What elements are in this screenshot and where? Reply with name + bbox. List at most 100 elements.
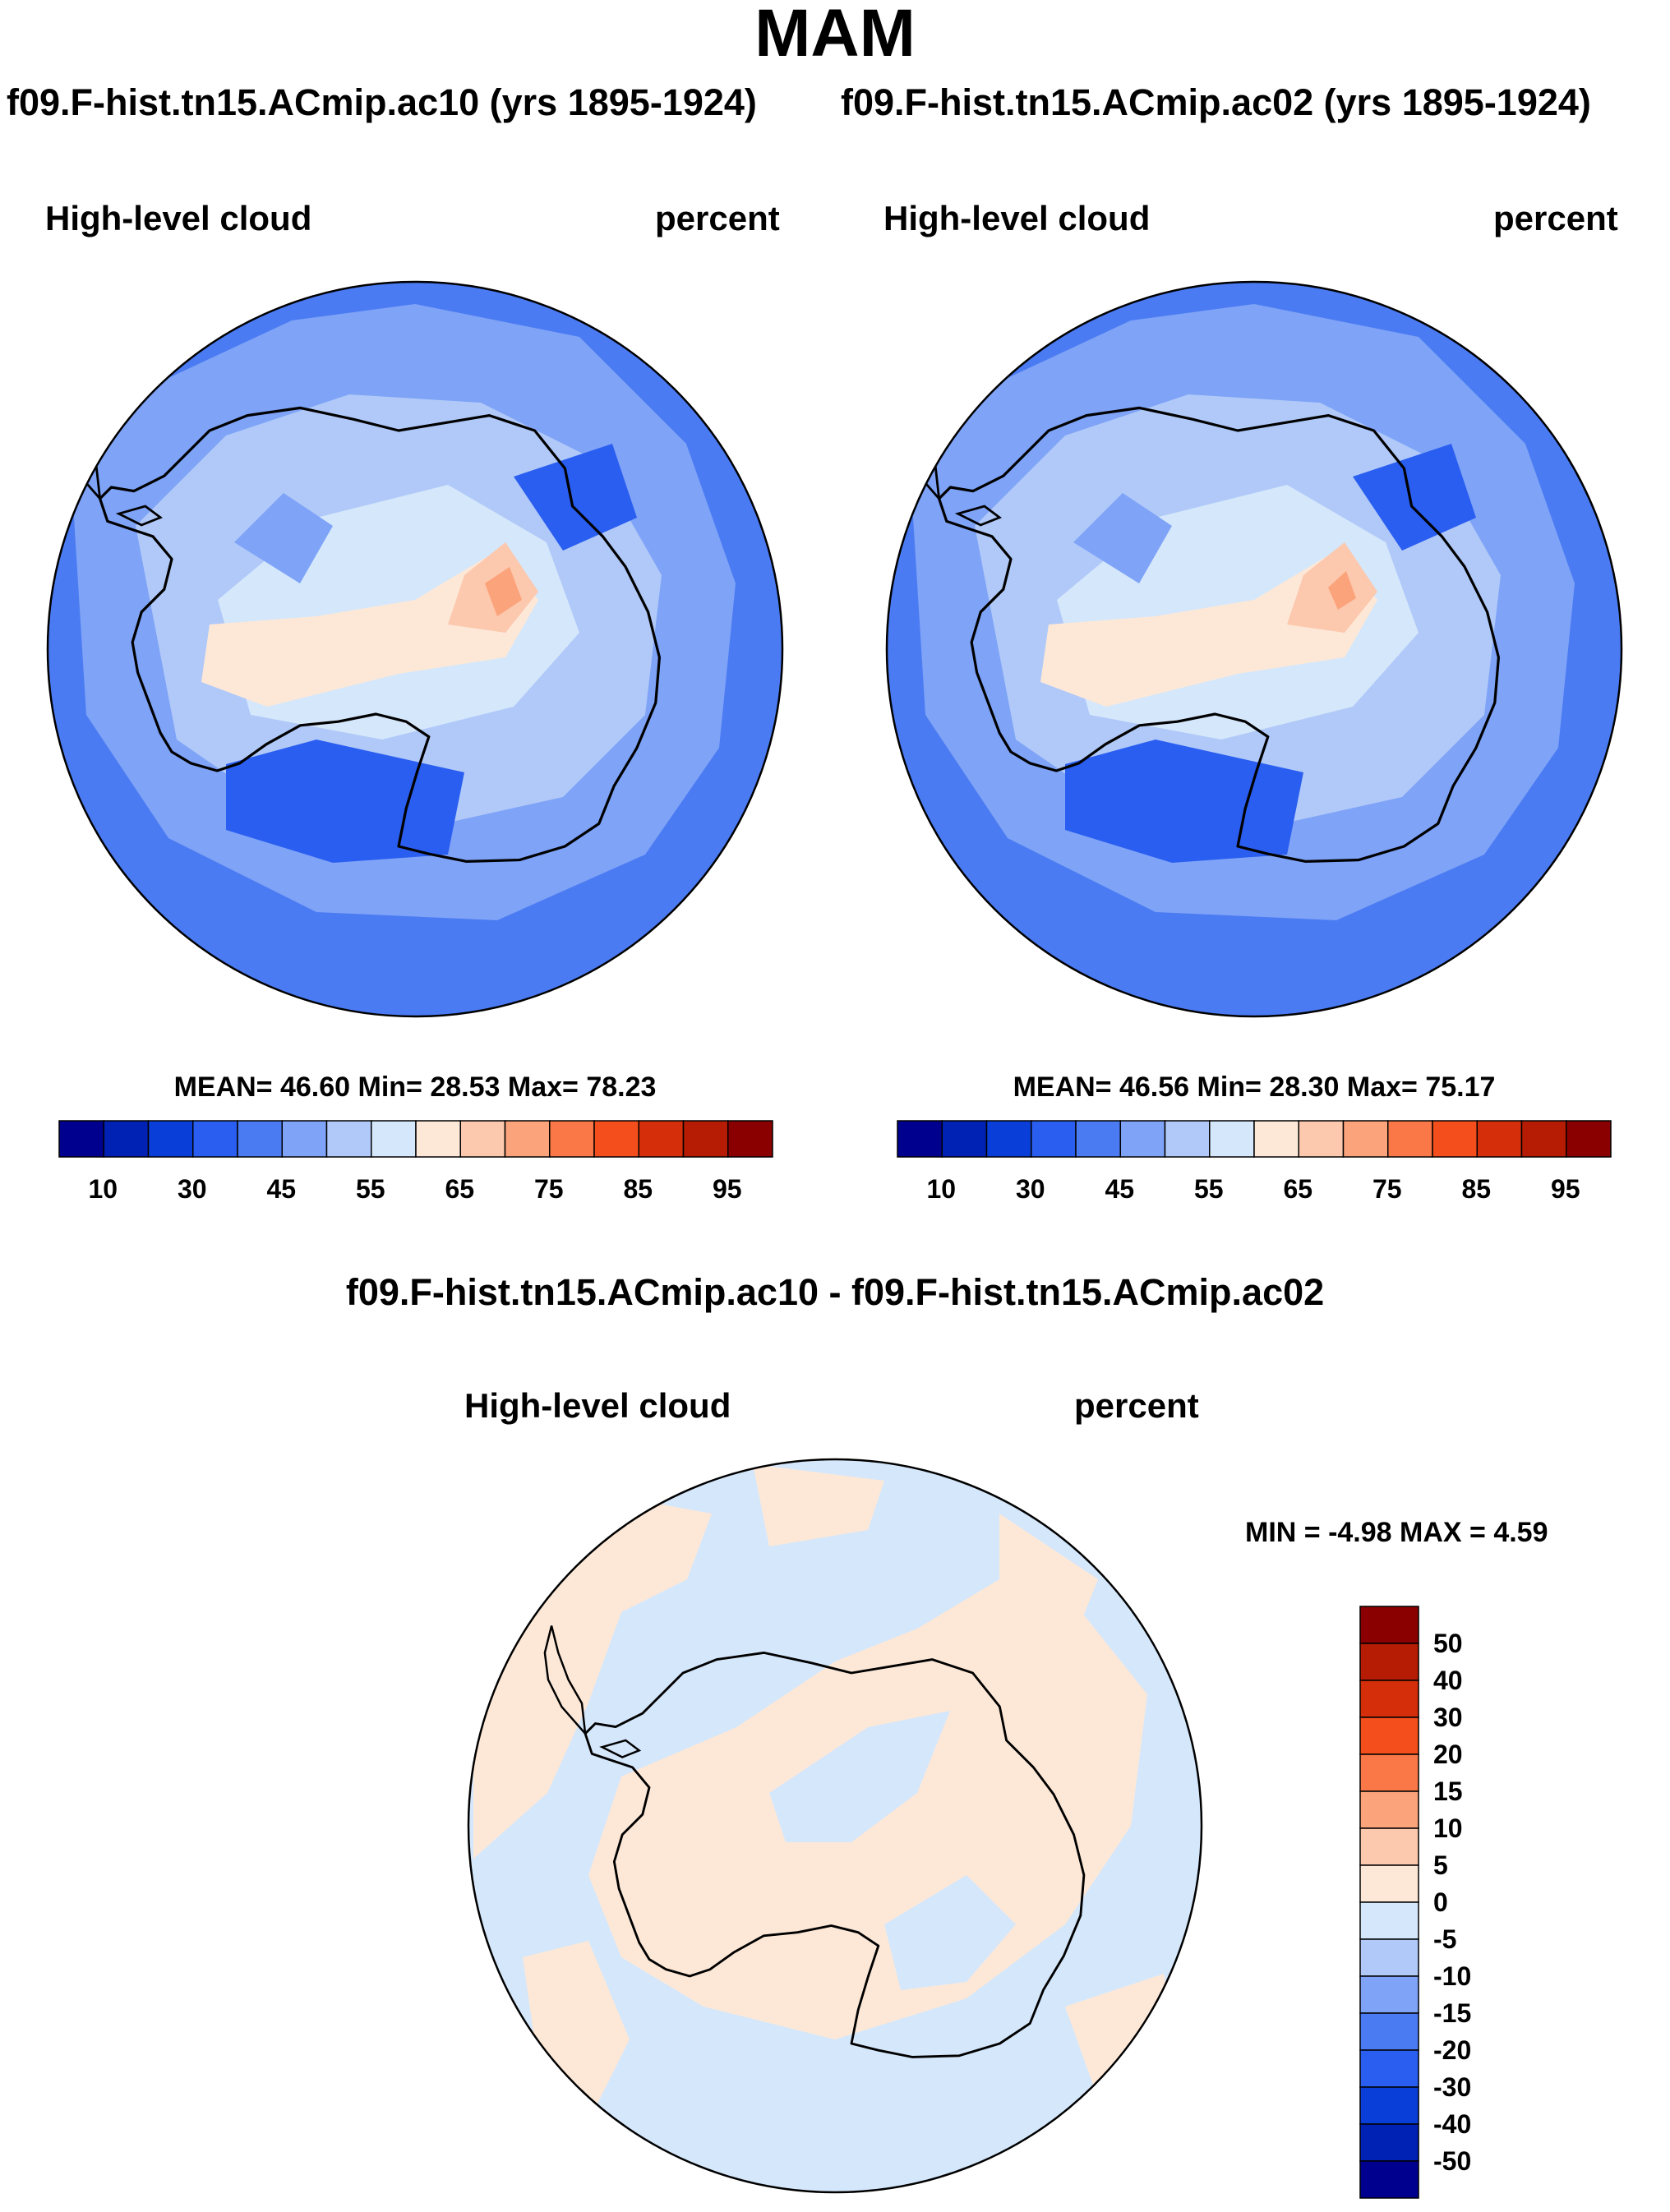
colorbar-diff-tick-label: 40: [1433, 1666, 1463, 1695]
colorbar-b-swatch: [1253, 1120, 1299, 1158]
colorbar-a-swatch: [281, 1120, 328, 1158]
panel-a-units: percent: [655, 199, 780, 237]
colorbar-b-tick-label: 75: [1372, 1174, 1402, 1204]
run-a-title: f09.F-hist.tn15.ACmip.ac10 (yrs 1895-192…: [7, 81, 757, 123]
colorbar-diff-tick-label: -30: [1433, 2072, 1471, 2102]
panel-a-map-border: [46, 280, 784, 1018]
colorbar-diff-swatch: [1359, 2086, 1419, 2125]
panel-a-field-75: [485, 567, 522, 616]
colorbar-b-swatch: [1298, 1120, 1345, 1158]
panel-b-low-left: [1073, 493, 1172, 583]
colorbar-b-tick-label: 65: [1283, 1174, 1312, 1204]
colorbar-a-tick-label: 30: [178, 1174, 207, 1204]
colorbar-a-swatch: [237, 1120, 283, 1158]
colorbar-diff-tick-label: -40: [1433, 2109, 1471, 2139]
colorbar-a-tick-label: 55: [356, 1174, 385, 1204]
colorbar-a-swatch: [459, 1120, 506, 1158]
colorbar-diff-tick-label: 50: [1433, 1629, 1463, 1658]
colorbar-diff-tick-label: -20: [1433, 2035, 1471, 2065]
colorbar-a-swatch: [192, 1120, 238, 1158]
panel-a-variable: High-level cloud: [45, 199, 312, 237]
colorbar-b-tick-label: 55: [1194, 1174, 1224, 1204]
colorbar-a-tick-label: 75: [534, 1174, 564, 1204]
colorbar-diff-swatch: [1359, 2012, 1419, 2051]
colorbar-b-swatch: [1566, 1120, 1612, 1158]
colorbar-b-tick-label: 10: [926, 1174, 956, 1204]
colorbar-diff-swatch: [1359, 2123, 1419, 2162]
colorbar-a-swatch: [593, 1120, 639, 1158]
panel-a-low-left: [234, 493, 333, 583]
run-b-title: f09.F-hist.tn15.ACmip.ac02 (yrs 1895-192…: [841, 81, 1591, 123]
diff-title: f09.F-hist.tn15.ACmip.ac10 - f09.F-hist.…: [345, 1271, 1325, 1313]
colorbar-diff-tick-label: -15: [1433, 1998, 1471, 2028]
colorbar-a-swatch: [504, 1120, 551, 1158]
colorbar-diff-swatch: [1359, 1717, 1419, 1755]
panel-b-low-lower: [1065, 740, 1303, 863]
colorbar-b-swatch: [1164, 1120, 1211, 1158]
panel-b-variable: High-level cloud: [883, 199, 1151, 237]
colorbar-b-swatch: [1432, 1120, 1478, 1158]
panel-a-field-65: [201, 551, 538, 707]
colorbar-b-swatch: [985, 1120, 1032, 1158]
diff-variable: High-level cloud: [464, 1386, 731, 1425]
colorbar-a-swatch: [371, 1120, 417, 1158]
panel-b-field-65: [1040, 551, 1377, 707]
diff-field-negative-east: [884, 1875, 1016, 1990]
colorbar-diff-tick-label: 5: [1433, 1850, 1448, 1880]
panel-b-stats: MEAN= 46.56 Min= 28.30 Max= 75.17: [1013, 1071, 1496, 1103]
colorbar-diff-tick-label: -5: [1433, 1924, 1456, 1954]
colorbar-b-tick-label: 30: [1016, 1174, 1045, 1204]
colorbar-b-swatch: [897, 1120, 943, 1158]
colorbar-b-tick-label: 85: [1461, 1174, 1491, 1204]
colorbar-b-swatch: [1075, 1120, 1121, 1158]
colorbar-a-swatch: [58, 1120, 104, 1158]
panel-b-map: [885, 280, 1623, 1018]
colorbar-a-swatch: [325, 1120, 372, 1158]
diff-map: [467, 1458, 1203, 2194]
colorbar-diff-tick-label: -10: [1433, 1961, 1471, 1991]
colorbar-diff-swatch: [1359, 1606, 1419, 1644]
colorbar-diff-swatch: [1359, 1864, 1419, 1903]
panel-a-low-upper-right: [514, 444, 637, 551]
colorbar-diff-tick-label: 15: [1433, 1777, 1463, 1806]
colorbar-b-swatch: [1476, 1120, 1523, 1158]
colorbar-diff-tick-label: 10: [1433, 1813, 1463, 1843]
colorbar-a-tick-label: 45: [266, 1174, 296, 1204]
diff-field-negative-interior: [769, 1711, 950, 1842]
panel-b-field-75: [1328, 571, 1356, 610]
colorbar-diff-swatch: [1359, 1680, 1419, 1718]
colorbar-a-swatch: [415, 1120, 461, 1158]
colorbar-diff-tick-label: 20: [1433, 1740, 1463, 1769]
colorbar-diff-swatch: [1359, 1901, 1419, 1940]
panel-a-low-lower: [226, 740, 464, 863]
diff-field-positive-north: [753, 1464, 884, 1546]
colorbar-a-swatch: [147, 1120, 194, 1158]
colorbar-b-swatch: [1031, 1120, 1077, 1158]
colorbar-b: 10 30 45 55 65 75 85 95: [897, 1120, 1612, 1204]
colorbar-a-swatch: [727, 1120, 773, 1158]
main-title: MAM: [754, 0, 916, 71]
colorbar-diff-swatch: [1359, 1975, 1419, 2014]
colorbar-diff-swatch: [1359, 1827, 1419, 1866]
panel-a-map: [46, 280, 784, 1018]
colorbar-b-swatch: [1387, 1120, 1433, 1158]
colorbar-diff-swatch: [1359, 1790, 1419, 1829]
colorbar-b-tick-label: 45: [1105, 1174, 1134, 1204]
panel-b-units: percent: [1493, 199, 1618, 237]
diff-units: percent: [1074, 1386, 1199, 1425]
colorbar-diff-swatch: [1359, 1938, 1419, 1977]
colorbar-diff-swatch: [1359, 1753, 1419, 1792]
panel-b-low-upper-right: [1353, 444, 1476, 551]
colorbar-a-tick-label: 65: [445, 1174, 474, 1204]
colorbar-diff-swatch: [1359, 2160, 1419, 2199]
colorbar-b-swatch: [1209, 1120, 1255, 1158]
diff-map-border: [467, 1458, 1203, 2194]
panel-b-map-border: [885, 280, 1623, 1018]
colorbar-diff-swatch: [1359, 2049, 1419, 2088]
colorbar-a: 10 30 45 55 65 75 85 95: [58, 1120, 773, 1204]
colorbar-a-swatch: [682, 1120, 729, 1158]
panel-a-stats: MEAN= 46.60 Min= 28.53 Max= 78.23: [173, 1071, 657, 1103]
colorbar-b-tick-label: 95: [1551, 1174, 1580, 1204]
